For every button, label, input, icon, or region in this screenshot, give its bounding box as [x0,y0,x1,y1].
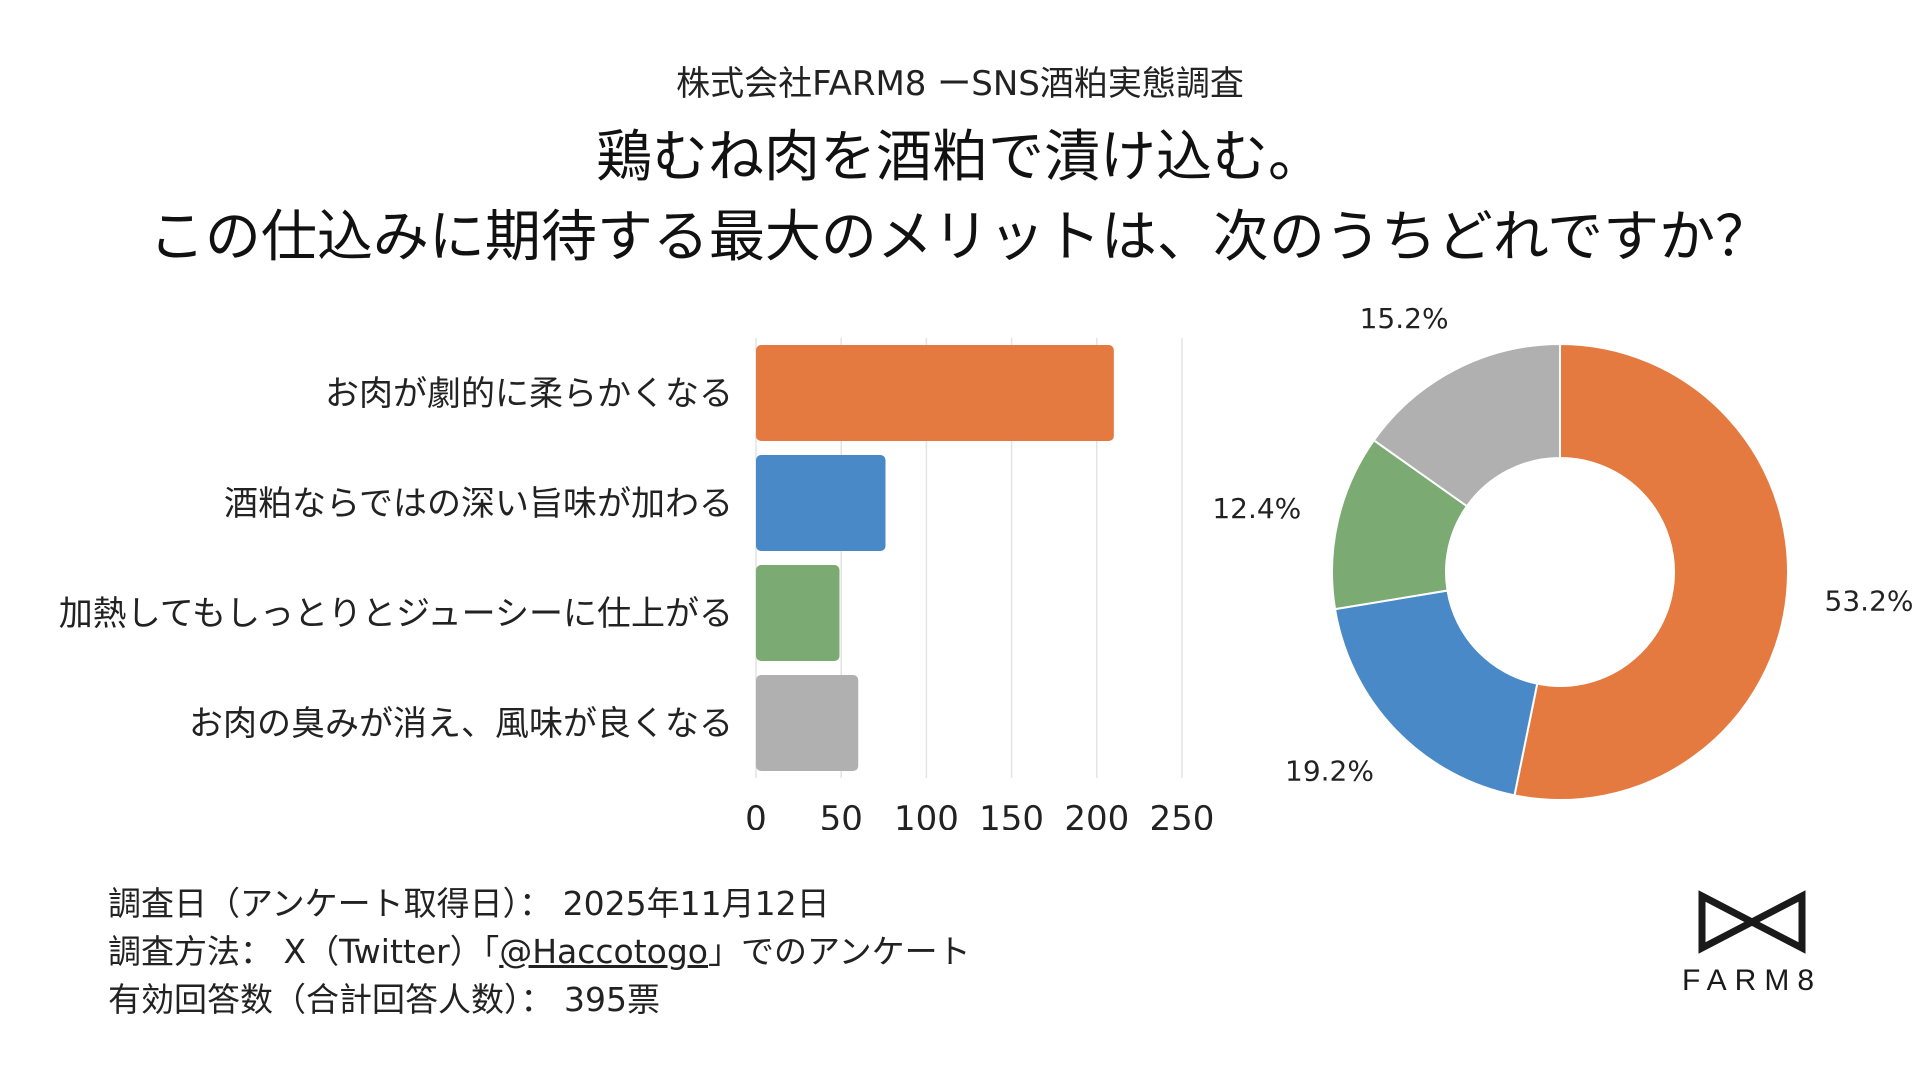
bar [756,345,1114,441]
donut-percent-label: 12.4% [1212,492,1301,525]
survey-method-suffix: 」でのアンケート [707,932,971,971]
bar [756,565,840,661]
x-tick-label: 250 [1150,799,1215,830]
x-tick-label: 100 [894,799,959,830]
bar-chart: 0 50 100 150 200 250 お肉が劇的に柔らかくなる酒粕ならではの深い旨味が加… [59,338,1215,830]
donut-percent-label: 53.2% [1825,585,1914,618]
survey-footer: 調査日（アンケート取得日）： 2025年11月12日 調査方法： X（Twitt… [108,880,971,1024]
survey-subtitle: 株式会社FARM8 ーSNS酒粕実態調査 [676,64,1244,104]
donut-slice [1513,342,1789,801]
survey-date: 調査日（アンケート取得日）： 2025年11月12日 [108,884,830,923]
survey-method-prefix: 調査方法： X（Twitter）「 [108,932,500,971]
question-title-line1: 鶏むね肉を酒粕で漬け込む。 [596,125,1324,190]
twitter-handle-link[interactable]: @Haccotogo [499,932,708,971]
x-tick-label: 50 [820,799,863,830]
bar [756,455,886,551]
question-title-line2: この仕込みに期待する最大のメリットは、次のうちどれですか？ [148,205,1772,270]
category-label: お肉の臭みが消え、風味が良くなる [189,704,733,744]
donut-slice [1333,589,1539,797]
x-tick-label: 200 [1064,799,1129,830]
donut-percent-label: 19.2% [1285,754,1374,787]
survey-responses: 有効回答数（合計回答人数）： 395票 [108,980,660,1019]
donut-slice [1372,342,1561,508]
donut-chart: 53.2% 19.2% 12.4% 15.2% [1212,302,1914,801]
category-label: お肉が劇的に柔らかくなる [325,374,733,414]
bowtie-logo-icon [1698,890,1806,954]
x-tick-label: 150 [979,799,1044,830]
survey-method: 調査方法： X（Twitter）「@Haccotogo」でのアンケート [108,928,971,976]
category-label: 酒粕ならではの深い旨味が加わる [224,484,733,524]
donut-percent-label: 15.2% [1360,302,1449,335]
x-tick-label: 0 [745,799,767,830]
bar [756,675,859,771]
farm8-logo-text: FARM8 [1681,964,1823,997]
category-label: 加熱してもしっとりとジューシーに仕上がる [59,594,733,634]
